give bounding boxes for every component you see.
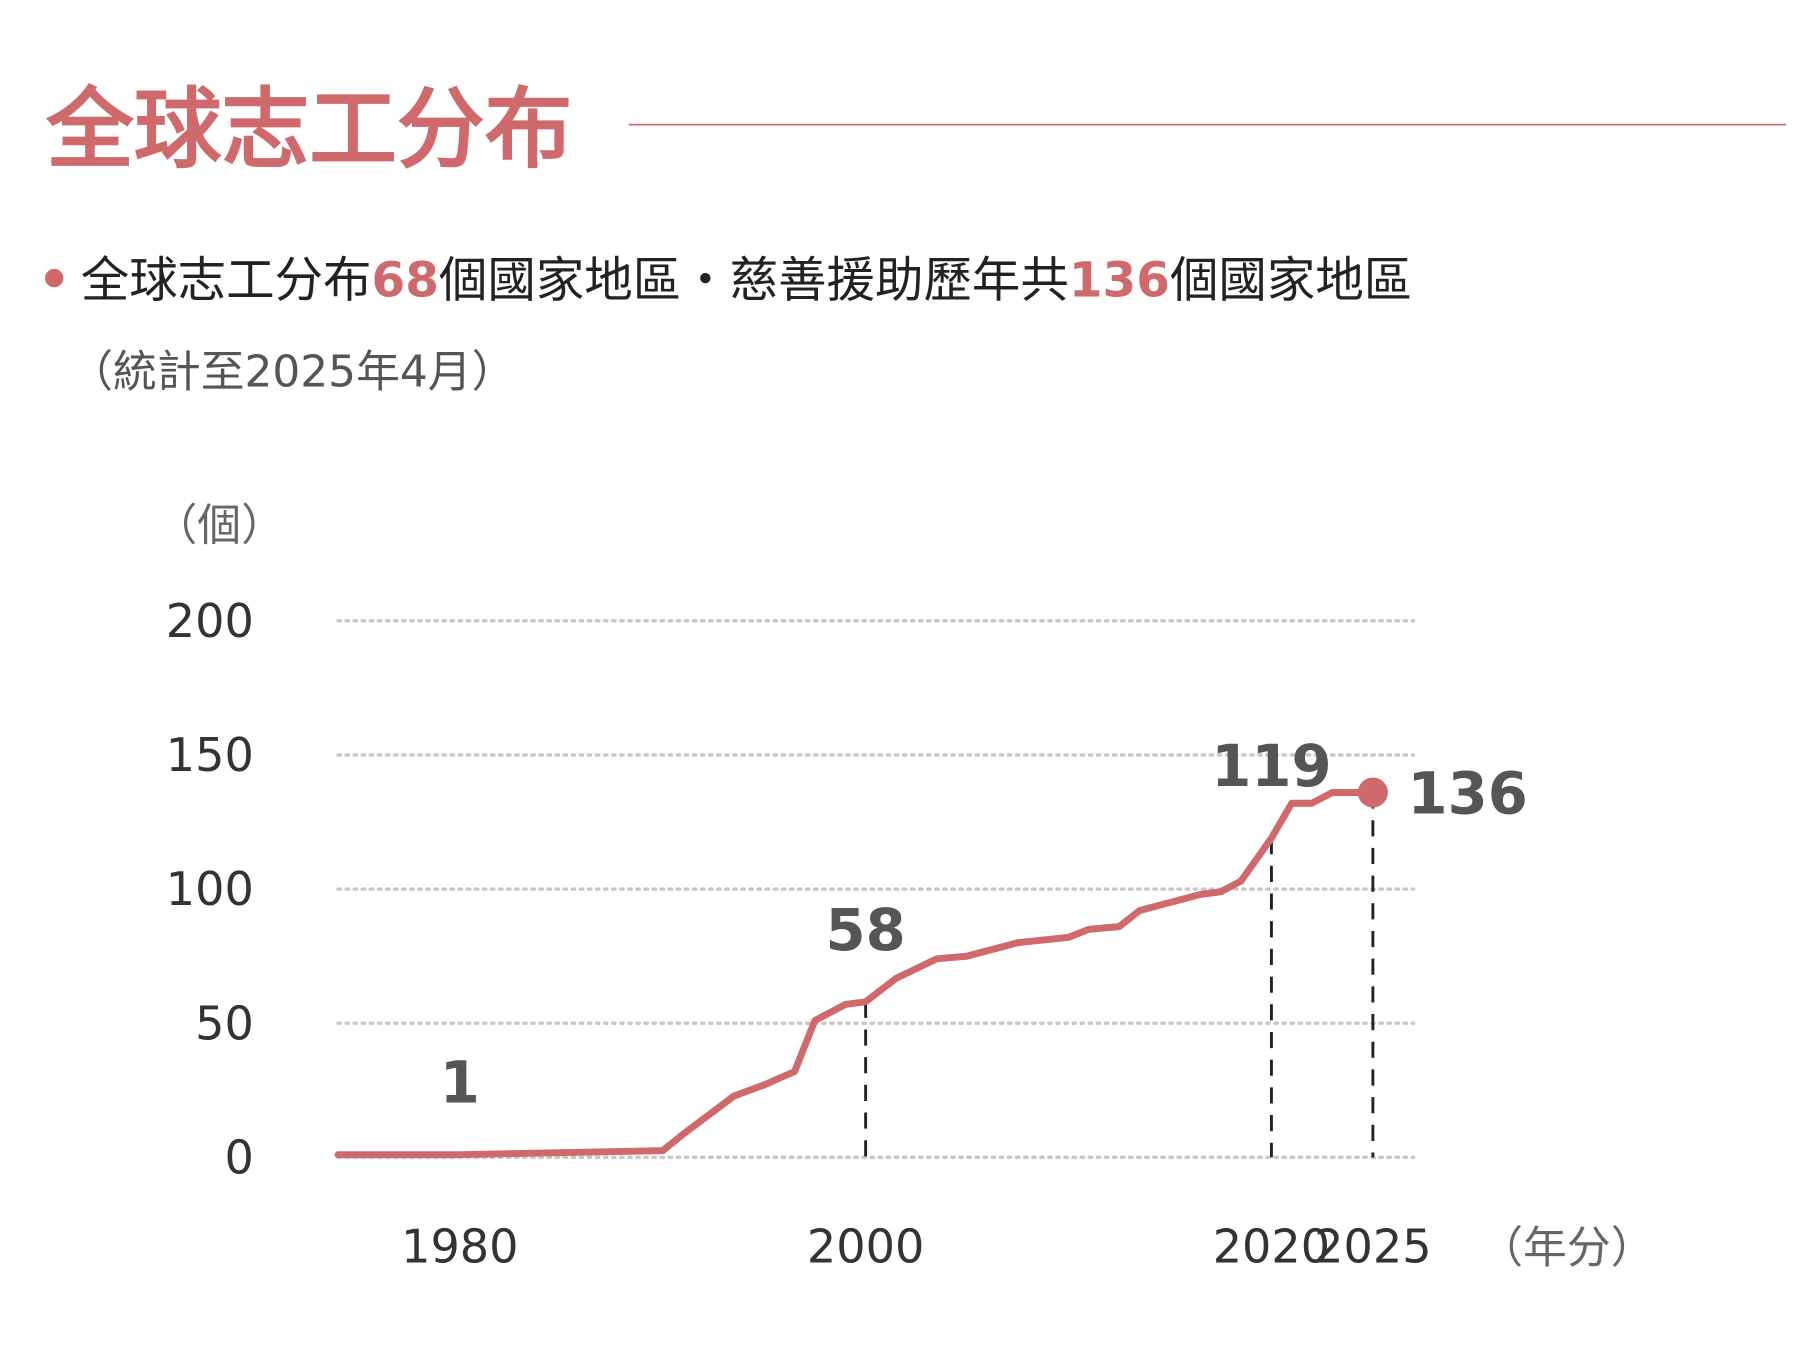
summary-number: 68 xyxy=(371,253,438,309)
summary-text: 個國家地區 xyxy=(1170,253,1412,309)
y-tick-label: 100 xyxy=(166,862,254,916)
x-tick-label: 1980 xyxy=(401,1219,518,1273)
data-label: 58 xyxy=(825,896,905,964)
data-line xyxy=(334,789,1377,1159)
x-tick-label: 2025 xyxy=(1314,1219,1431,1273)
x-unit: （年分） xyxy=(1479,1222,1654,1273)
summary-text: 全球志工分布 xyxy=(81,253,372,309)
data-label: 1 xyxy=(440,1049,480,1117)
note: （統計至2025年4月） xyxy=(69,347,515,398)
summary-number: 136 xyxy=(1069,253,1170,309)
end-marker xyxy=(1357,777,1388,808)
page-title: 全球志工分布 xyxy=(45,78,572,180)
y-tick-label: 150 xyxy=(166,728,254,782)
y-tick-label: 0 xyxy=(224,1131,253,1185)
summary-text: 個國家地區・慈善援助歷年共 xyxy=(439,253,1069,309)
y-tick-label: 200 xyxy=(166,594,254,648)
data-label: 136 xyxy=(1407,759,1527,827)
y-tick-label: 50 xyxy=(195,996,254,1050)
x-tick-label: 2020 xyxy=(1213,1219,1330,1273)
bullet xyxy=(45,268,64,288)
x-tick-label: 2000 xyxy=(807,1219,924,1273)
summary: 全球志工分布68個國家地區・慈善援助歷年共136個國家地區 xyxy=(81,253,1412,309)
data-label: 119 xyxy=(1211,732,1331,800)
y-unit: （個） xyxy=(153,500,284,551)
